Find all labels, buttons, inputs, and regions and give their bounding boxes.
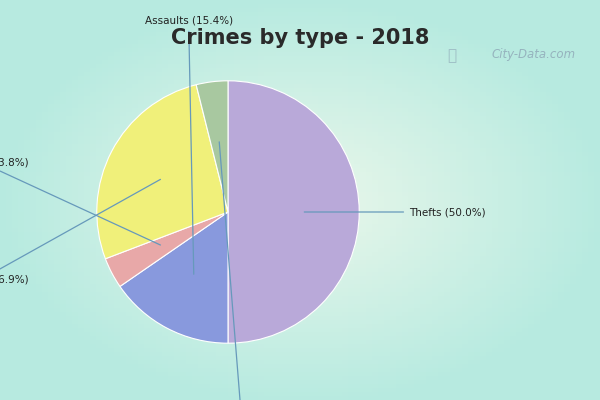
Wedge shape (228, 81, 359, 343)
Text: City-Data.com: City-Data.com (492, 48, 576, 61)
Text: Crimes by type - 2018: Crimes by type - 2018 (171, 28, 429, 48)
Text: Auto thefts (3.8%): Auto thefts (3.8%) (0, 157, 160, 245)
Text: Burglaries (26.9%): Burglaries (26.9%) (0, 179, 160, 285)
Text: ⓘ: ⓘ (447, 48, 456, 63)
Wedge shape (120, 212, 228, 343)
Wedge shape (196, 81, 228, 212)
Wedge shape (97, 85, 228, 259)
Text: Rapes (3.8%): Rapes (3.8%) (206, 142, 276, 400)
Wedge shape (106, 212, 228, 286)
Text: Thefts (50.0%): Thefts (50.0%) (304, 207, 485, 217)
Text: Assaults (15.4%): Assaults (15.4%) (145, 16, 233, 274)
